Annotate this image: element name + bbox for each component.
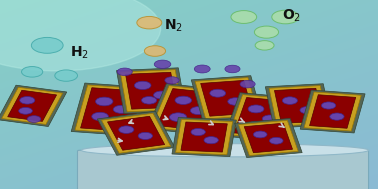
Circle shape: [300, 107, 314, 114]
Polygon shape: [75, 85, 148, 134]
Circle shape: [31, 37, 63, 53]
Polygon shape: [239, 120, 298, 156]
Polygon shape: [71, 83, 152, 136]
Circle shape: [228, 98, 243, 105]
Circle shape: [204, 137, 218, 144]
Polygon shape: [265, 84, 332, 128]
Polygon shape: [310, 95, 356, 128]
Circle shape: [137, 16, 162, 29]
Polygon shape: [228, 95, 297, 140]
Circle shape: [138, 132, 152, 139]
Polygon shape: [269, 86, 328, 126]
Circle shape: [262, 115, 277, 122]
FancyArrowPatch shape: [163, 116, 168, 120]
Circle shape: [22, 67, 43, 77]
Polygon shape: [151, 86, 227, 134]
Polygon shape: [0, 85, 67, 126]
Ellipse shape: [81, 144, 369, 157]
Polygon shape: [176, 119, 232, 155]
Circle shape: [27, 116, 41, 122]
Polygon shape: [8, 90, 57, 121]
Polygon shape: [181, 122, 227, 152]
FancyArrowPatch shape: [129, 120, 133, 123]
Circle shape: [253, 131, 267, 138]
Circle shape: [248, 121, 264, 129]
FancyArrowPatch shape: [118, 138, 122, 142]
Circle shape: [255, 41, 274, 50]
Polygon shape: [235, 118, 302, 158]
Text: N$_2$: N$_2$: [164, 17, 183, 34]
Circle shape: [153, 91, 169, 99]
Circle shape: [113, 105, 129, 113]
Circle shape: [194, 65, 210, 73]
Polygon shape: [116, 68, 186, 114]
Polygon shape: [191, 76, 262, 121]
FancyArrowPatch shape: [279, 123, 284, 127]
Circle shape: [248, 105, 264, 113]
Text: H$_2$: H$_2$: [70, 45, 89, 61]
Ellipse shape: [0, 0, 161, 71]
Polygon shape: [304, 92, 361, 131]
Polygon shape: [125, 72, 177, 109]
Polygon shape: [157, 89, 221, 131]
Polygon shape: [300, 90, 365, 133]
Circle shape: [175, 96, 192, 105]
Polygon shape: [234, 98, 291, 137]
Polygon shape: [120, 70, 182, 112]
Polygon shape: [101, 113, 171, 153]
Polygon shape: [172, 118, 236, 156]
Circle shape: [272, 10, 299, 24]
Circle shape: [154, 60, 171, 68]
Text: O$_2$: O$_2$: [282, 8, 301, 24]
FancyArrowPatch shape: [239, 118, 245, 122]
FancyBboxPatch shape: [77, 150, 369, 189]
Circle shape: [270, 137, 283, 144]
Circle shape: [117, 68, 132, 76]
Polygon shape: [274, 88, 323, 123]
Circle shape: [231, 11, 257, 23]
Circle shape: [169, 113, 187, 122]
Circle shape: [210, 89, 226, 97]
Polygon shape: [201, 80, 253, 116]
Circle shape: [240, 80, 255, 88]
Circle shape: [144, 46, 166, 56]
Circle shape: [134, 81, 151, 90]
Polygon shape: [147, 84, 231, 136]
Circle shape: [282, 97, 297, 104]
Polygon shape: [195, 78, 259, 119]
Polygon shape: [81, 88, 143, 132]
Circle shape: [190, 107, 206, 115]
Circle shape: [20, 97, 35, 104]
Polygon shape: [97, 111, 175, 155]
Circle shape: [141, 97, 156, 104]
Circle shape: [19, 107, 33, 114]
Circle shape: [92, 112, 108, 121]
Circle shape: [96, 97, 113, 106]
Polygon shape: [225, 93, 301, 142]
FancyArrowPatch shape: [209, 121, 213, 125]
Polygon shape: [107, 116, 165, 150]
Circle shape: [119, 126, 134, 133]
Circle shape: [330, 113, 344, 120]
Circle shape: [225, 65, 240, 73]
Circle shape: [165, 77, 179, 84]
Circle shape: [191, 129, 205, 136]
Circle shape: [55, 70, 77, 81]
Circle shape: [321, 102, 336, 109]
Circle shape: [254, 26, 279, 38]
Polygon shape: [2, 87, 63, 124]
Polygon shape: [244, 123, 293, 153]
